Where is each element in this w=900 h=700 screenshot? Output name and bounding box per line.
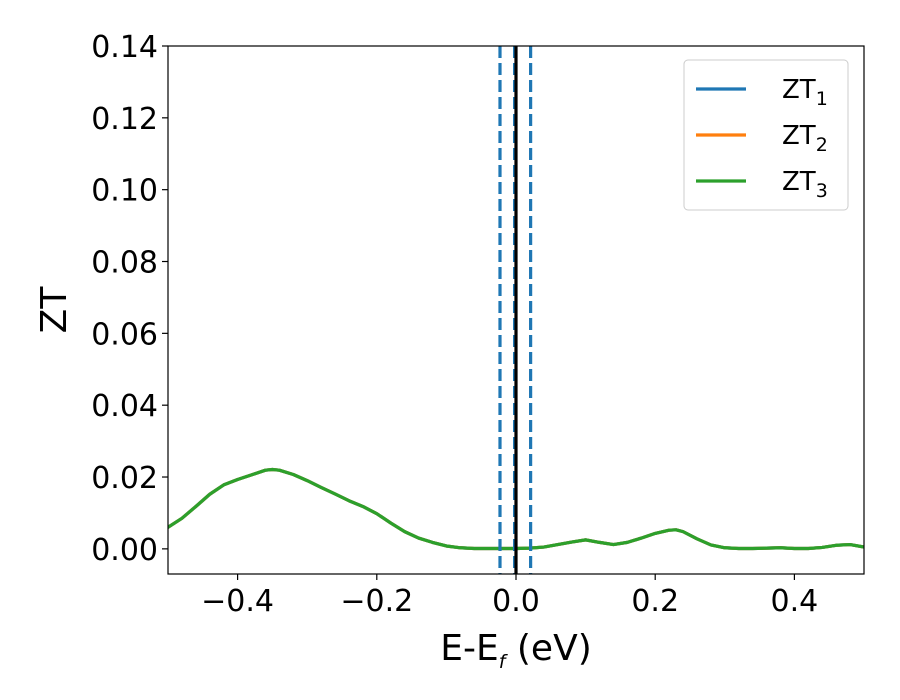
y-tick-label: 0.04: [91, 389, 158, 424]
y-tick-label: 0.12: [91, 102, 158, 137]
legend-label: ZT3: [782, 167, 828, 202]
legend: ZT1 ZT2 ZT3: [683, 59, 849, 211]
x-tick-label: −0.4: [201, 584, 274, 619]
y-tick-label: 0.00: [91, 533, 158, 568]
series-group: [168, 46, 864, 574]
y-axis: 0.00 0.02 0.04 0.06 0.08 0.10 0.12 0.14: [91, 30, 168, 568]
legend-entry: ZT2: [696, 121, 828, 156]
x-axis: −0.4 −0.2 0.0 0.2 0.4: [201, 574, 818, 619]
x-axis-label: E-Ef (eV): [440, 628, 592, 673]
y-tick-label: 0.14: [91, 30, 158, 65]
legend-label: ZT2: [782, 121, 828, 156]
legend-entry: ZT1: [696, 75, 828, 110]
y-tick-label: 0.06: [91, 317, 158, 352]
x-tick-label: 0.2: [631, 584, 679, 619]
y-tick-label: 0.10: [91, 174, 158, 209]
legend-label: ZT1: [782, 75, 828, 110]
y-axis-label: ZT: [34, 286, 75, 334]
x-tick-label: 0.4: [771, 584, 819, 619]
y-tick-label: 0.08: [91, 246, 158, 281]
legend-entry: ZT3: [696, 167, 828, 202]
legend-box: [683, 59, 849, 211]
x-tick-label: 0.0: [492, 584, 540, 619]
x-tick-label: −0.2: [340, 584, 413, 619]
y-tick-label: 0.02: [91, 461, 158, 496]
plot-area: [168, 46, 864, 574]
